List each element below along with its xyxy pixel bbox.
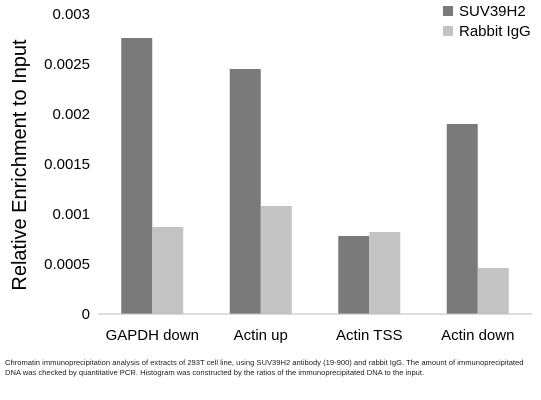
bar <box>229 69 261 314</box>
bar-chart: Relative Enrichment to Input 0 0.0005 0.00… <box>9 3 532 344</box>
legend-swatch <box>443 6 453 16</box>
figure-caption: Chromatin immunoprecipitation analysis o… <box>5 358 524 377</box>
bar <box>338 236 370 314</box>
bar <box>369 232 401 314</box>
bar <box>260 206 292 314</box>
y-axis-label: Relative Enrichment to Input <box>9 39 31 291</box>
x-tick-label: Actin up <box>234 327 288 344</box>
bar <box>121 38 153 314</box>
y-tick-label: 0.001 <box>52 206 90 223</box>
legend-swatch <box>443 26 453 36</box>
y-tick-label: 0.0005 <box>44 256 90 273</box>
bar <box>152 227 184 314</box>
legend: SUV39H2 Rabbit IgG <box>443 3 531 40</box>
bar <box>446 124 478 314</box>
x-axis-ticks: GAPDH down Actin up Actin TSS Actin down <box>106 327 515 344</box>
y-tick-label: 0.002 <box>52 106 90 123</box>
y-axis-ticks: 0 0.0005 0.001 0.0015 0.002 0.0025 0.003 <box>44 6 90 323</box>
y-tick-label: 0 <box>82 306 90 323</box>
legend-label: Rabbit IgG <box>459 23 531 40</box>
y-tick-label: 0.0015 <box>44 156 90 173</box>
bar <box>477 268 509 314</box>
bars <box>121 38 509 314</box>
legend-label: SUV39H2 <box>459 3 526 20</box>
y-tick-label: 0.0025 <box>44 56 90 73</box>
x-tick-label: Actin TSS <box>336 327 402 344</box>
y-tick-label: 0.003 <box>52 6 90 23</box>
x-tick-label: Actin down <box>441 327 514 344</box>
x-tick-label: GAPDH down <box>106 327 199 344</box>
